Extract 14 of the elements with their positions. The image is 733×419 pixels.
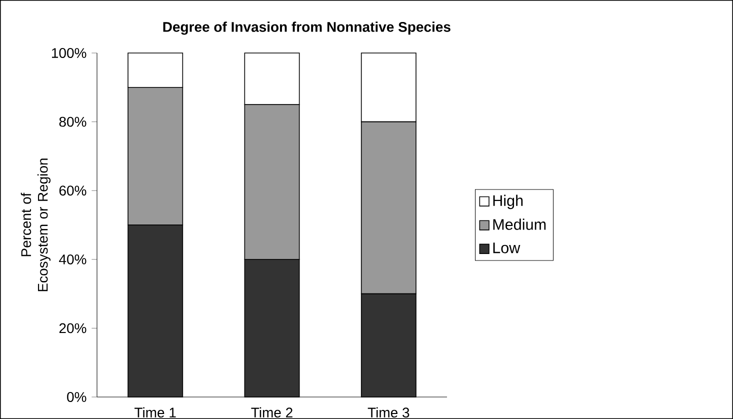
legend-label: High	[493, 194, 523, 210]
legend-label: Medium	[493, 218, 546, 230]
y-axis-title: Percent of Ecosystem or Region	[20, 158, 51, 292]
y-tick-label: 20%	[59, 323, 86, 334]
y-tick-label: 0%	[67, 392, 86, 402]
legend-label: Low	[493, 242, 520, 254]
y-tick-label: 80%	[59, 116, 86, 127]
y-tick-label: 100%	[52, 48, 86, 58]
x-tick-label: Time 2	[251, 407, 292, 418]
x-tick-label: Time 3	[368, 407, 410, 418]
chart-title: Degree of Invasion from Nonnative Species	[163, 22, 450, 35]
y-tick-label: 40%	[59, 254, 86, 264]
y-tick-label: 60%	[59, 186, 86, 196]
x-tick-label: Time 1	[134, 407, 176, 418]
